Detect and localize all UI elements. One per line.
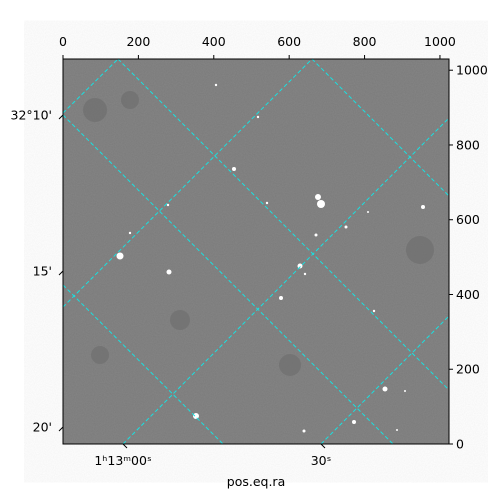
world-grid-line [63,284,224,444]
x-tick-label: 200 [126,34,150,49]
dec-tick-label: 15' [33,264,52,279]
world-grid-line [122,117,449,444]
dec-tick-label: 32°10' [11,108,53,123]
stars [116,83,425,433]
x-axis-label: pos.eq.ra [227,474,285,489]
x-tick-label: 400 [202,34,226,49]
x-tick-label: 600 [277,34,301,49]
y2-tick-label: 600 [456,212,480,227]
ra-tick-label: 1ʰ13ᵐ00ˢ [94,453,151,468]
coordinate-grid [63,59,449,444]
image-blemishes [83,91,434,376]
world-grid-line [117,59,449,391]
image-noise [63,59,449,444]
y2-tick-label: 1000 [456,63,488,78]
axes-frame [62,58,450,445]
dec-tick-label: 20' [33,420,52,435]
world-grid-line [63,59,313,308]
ra-tick-label: 30ˢ [311,453,332,468]
world-grid-line [320,315,449,444]
dec-tick [58,270,64,276]
x-tick-label: 800 [353,34,377,49]
y2-tick-label: 200 [456,362,480,377]
ra-tick [122,443,128,449]
x-tick-label: 0 [59,34,67,49]
dec-tick [58,114,64,120]
x-tick-label: 1000 [424,34,456,49]
ra-tick [320,443,326,449]
y2-tick-label: 800 [456,137,480,152]
dec-tick [58,426,64,432]
y2-tick-label: 400 [456,287,480,302]
y2-tick-label: 0 [456,437,464,452]
